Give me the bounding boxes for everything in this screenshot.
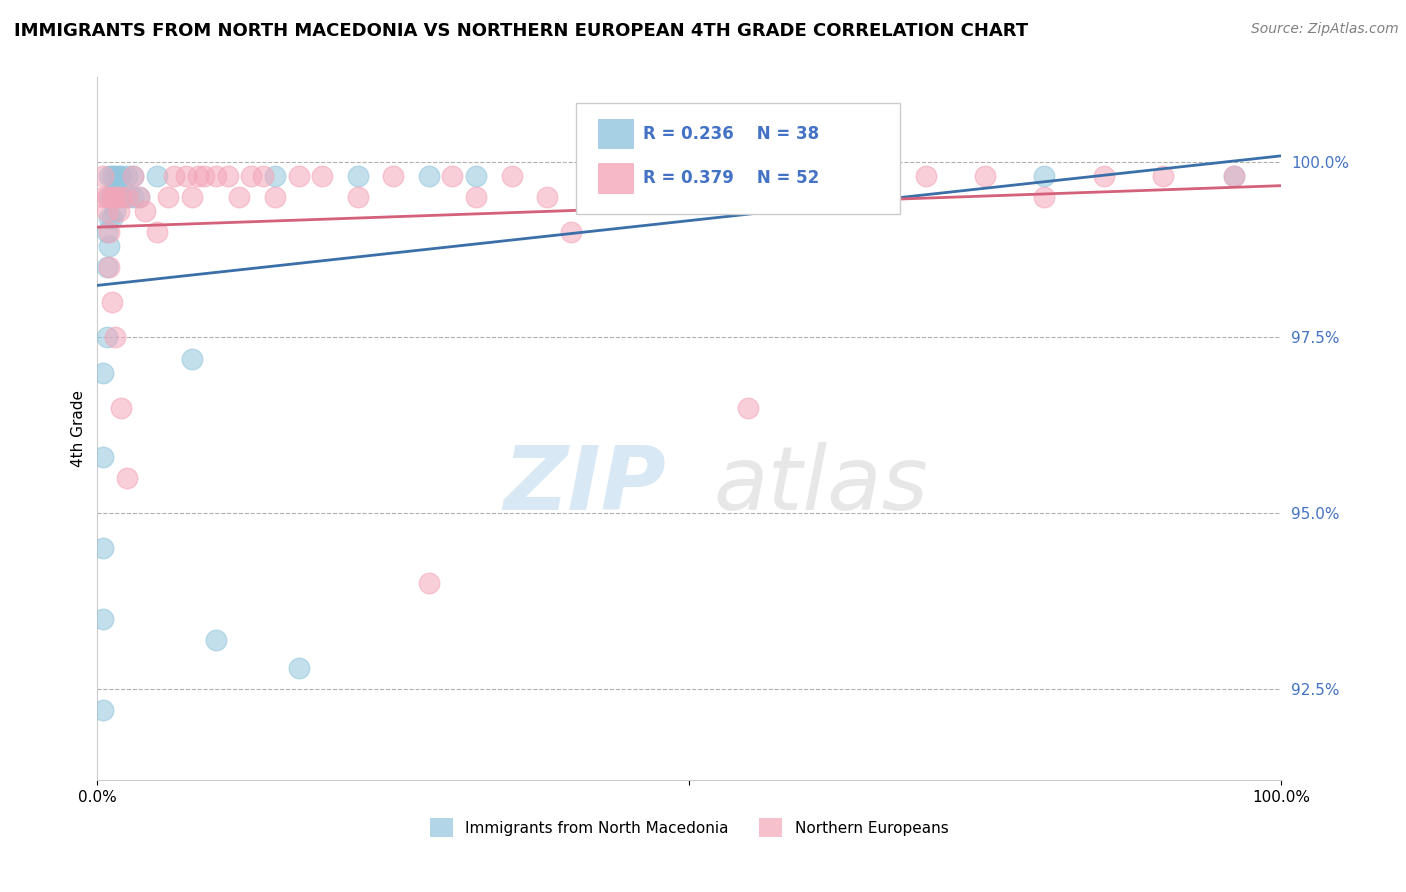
Point: [91, 190, 114, 204]
Point: [96, 330, 118, 344]
Legend: Immigrants from North Macedonia, Northern Europeans: Immigrants from North Macedonia, Norther…: [425, 812, 955, 843]
Text: R = 0.379    N = 52: R = 0.379 N = 52: [643, 169, 818, 187]
Point: [1033, 169, 1056, 183]
Point: [287, 661, 309, 675]
Point: [98, 190, 121, 204]
Point: [915, 169, 938, 183]
Point: [501, 169, 523, 183]
Point: [104, 190, 127, 204]
Point: [217, 169, 239, 183]
Point: [115, 471, 138, 485]
Point: [228, 190, 250, 204]
Point: [110, 190, 132, 204]
Point: [100, 190, 122, 204]
Point: [96, 225, 118, 239]
Text: Source: ZipAtlas.com: Source: ZipAtlas.com: [1251, 22, 1399, 37]
Point: [91, 541, 114, 556]
Point: [91, 169, 114, 183]
Point: [264, 190, 287, 204]
Point: [98, 211, 121, 225]
Point: [104, 330, 127, 344]
Point: [1033, 190, 1056, 204]
Point: [678, 190, 700, 204]
Point: [110, 190, 132, 204]
Point: [1222, 169, 1244, 183]
Point: [100, 169, 122, 183]
Point: [536, 190, 558, 204]
Point: [820, 169, 842, 183]
Point: [96, 260, 118, 275]
Point: [121, 190, 143, 204]
Point: [110, 169, 132, 183]
Point: [104, 204, 127, 219]
Point: [98, 169, 121, 183]
Point: [121, 169, 143, 183]
Point: [619, 169, 641, 183]
Point: [240, 169, 263, 183]
Point: [1092, 169, 1115, 183]
Point: [181, 190, 204, 204]
Point: [1152, 169, 1174, 183]
Point: [465, 169, 488, 183]
Point: [187, 169, 209, 183]
Point: [974, 169, 997, 183]
Point: [115, 169, 138, 183]
Point: [104, 169, 127, 183]
Point: [204, 169, 226, 183]
Point: [91, 612, 114, 626]
Point: [96, 204, 118, 219]
Point: [110, 401, 132, 415]
Point: [128, 190, 150, 204]
Point: [560, 225, 582, 239]
Point: [181, 351, 204, 366]
Point: [418, 576, 440, 591]
Point: [796, 169, 818, 183]
Point: [441, 169, 464, 183]
Point: [100, 190, 122, 204]
Point: [264, 169, 287, 183]
Point: [100, 211, 122, 225]
Point: [737, 401, 759, 415]
Point: [346, 169, 368, 183]
Point: [107, 169, 129, 183]
Point: [163, 169, 186, 183]
Point: [96, 190, 118, 204]
Point: [204, 632, 226, 647]
Point: [174, 169, 197, 183]
Point: [287, 169, 309, 183]
Point: [193, 169, 215, 183]
Point: [91, 450, 114, 464]
Point: [128, 190, 150, 204]
Text: atlas: atlas: [713, 442, 928, 528]
Point: [157, 190, 180, 204]
Y-axis label: 4th Grade: 4th Grade: [72, 391, 86, 467]
Point: [115, 190, 138, 204]
Point: [145, 225, 167, 239]
Point: [107, 204, 129, 219]
Point: [252, 169, 274, 183]
Point: [91, 703, 114, 717]
Point: [100, 295, 122, 310]
Point: [98, 225, 121, 239]
Point: [91, 366, 114, 380]
Text: IMMIGRANTS FROM NORTH MACEDONIA VS NORTHERN EUROPEAN 4TH GRADE CORRELATION CHART: IMMIGRANTS FROM NORTH MACEDONIA VS NORTH…: [14, 22, 1028, 40]
Text: R = 0.236    N = 38: R = 0.236 N = 38: [643, 125, 818, 143]
Point: [107, 190, 129, 204]
Point: [98, 239, 121, 253]
Point: [418, 169, 440, 183]
Point: [98, 260, 121, 275]
Point: [465, 190, 488, 204]
Point: [121, 169, 143, 183]
Point: [145, 169, 167, 183]
Text: ZIP: ZIP: [503, 442, 665, 529]
Point: [382, 169, 405, 183]
Point: [104, 183, 127, 197]
Point: [134, 204, 156, 219]
Point: [115, 190, 138, 204]
Point: [1222, 169, 1244, 183]
Point: [855, 169, 877, 183]
Point: [311, 169, 333, 183]
Point: [346, 190, 368, 204]
